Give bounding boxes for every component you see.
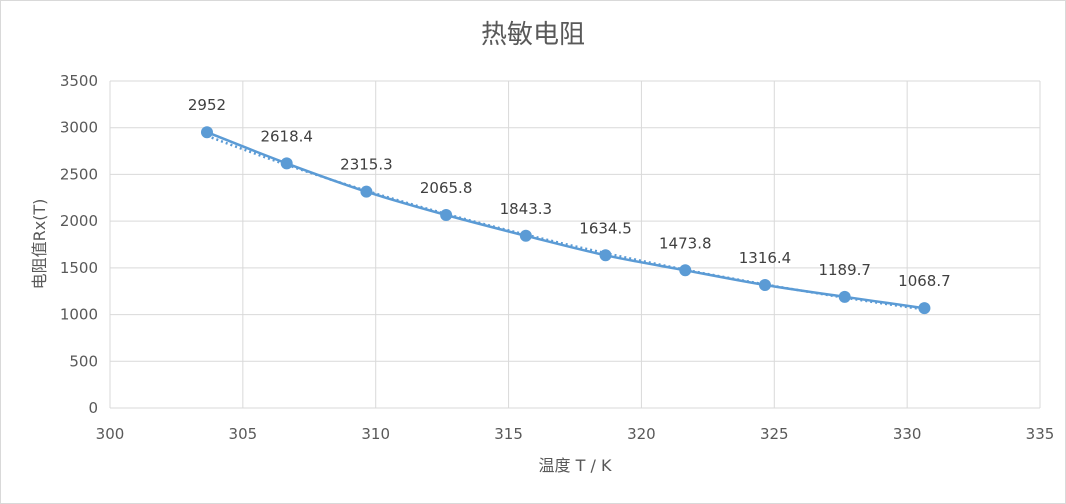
x-tick-label: 320 xyxy=(627,425,656,443)
x-tick-label: 325 xyxy=(760,425,789,443)
y-tick-labels: 0 500 1000 1500 2000 2500 3000 3500 xyxy=(60,72,98,417)
y-tick-label: 0 xyxy=(88,399,98,417)
x-axis-label: 温度 T / K xyxy=(539,456,612,475)
x-tick-label: 300 xyxy=(96,425,125,443)
y-tick-label: 500 xyxy=(69,352,98,370)
data-label: 1634.5 xyxy=(579,219,632,237)
x-tick-label: 330 xyxy=(893,425,922,443)
data-label: 2952 xyxy=(188,96,226,114)
y-tick-label: 2000 xyxy=(60,212,98,230)
x-tick-label: 335 xyxy=(1026,425,1055,443)
chart-title: 热敏电阻 xyxy=(481,20,585,50)
data-label: 1473.8 xyxy=(659,234,712,252)
data-point xyxy=(360,185,373,198)
data-point xyxy=(599,249,612,262)
y-tick-label: 1500 xyxy=(60,259,98,277)
data-point xyxy=(918,302,931,315)
series-line xyxy=(206,131,925,310)
data-label: 1843.3 xyxy=(500,200,553,218)
data-points xyxy=(200,126,931,315)
x-tick-labels: 300 305 310 315 320 325 330 335 xyxy=(96,425,1055,443)
y-tick-label: 1000 xyxy=(60,306,98,324)
y-tick-label: 3000 xyxy=(60,119,98,137)
data-point xyxy=(440,208,453,221)
data-point xyxy=(838,290,851,303)
data-point xyxy=(280,157,293,170)
data-label: 1189.7 xyxy=(818,261,871,279)
data-label: 1316.4 xyxy=(739,249,792,267)
gridlines xyxy=(109,80,1041,409)
data-label: 2618.4 xyxy=(260,127,313,145)
y-tick-label: 3500 xyxy=(60,72,98,90)
data-point xyxy=(758,279,771,292)
x-tick-label: 315 xyxy=(494,425,523,443)
data-point xyxy=(679,264,692,277)
y-tick-label: 2500 xyxy=(60,165,98,183)
data-label: 2315.3 xyxy=(340,156,393,174)
data-labels: 2952 2618.4 2315.3 2065.8 1843.3 1634.5 1473.8… xyxy=(188,96,951,290)
x-tick-label: 305 xyxy=(229,425,258,443)
x-tick-label: 310 xyxy=(361,425,390,443)
data-label: 2065.8 xyxy=(420,179,473,197)
data-label: 1068.7 xyxy=(898,272,951,290)
trendline xyxy=(206,134,925,311)
data-point xyxy=(200,126,213,139)
data-point xyxy=(519,229,532,242)
y-axis-label: 电阻值Rx(T) xyxy=(30,199,49,290)
